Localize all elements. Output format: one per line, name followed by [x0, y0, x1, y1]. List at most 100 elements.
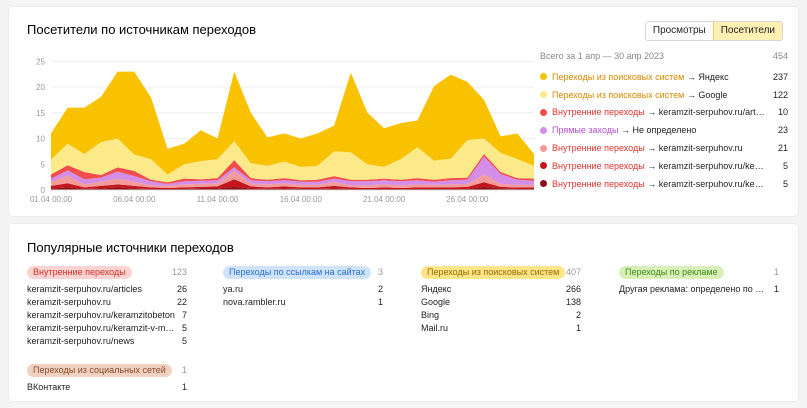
legend-color-dot-icon — [540, 73, 547, 81]
source-name: Bing — [421, 309, 440, 320]
source-count: 1 — [575, 322, 581, 333]
source-row[interactable]: ВКонтакте 1 — [27, 381, 187, 394]
source-group-label[interactable]: Переходы из поисковых систем — [421, 265, 566, 279]
legend-item-label: Внутренние переходы → keramzit-serpuhov.… — [552, 143, 766, 153]
source-name: Яндекс — [421, 284, 452, 294]
legend-item[interactable]: Внутренние переходы → keramzit-serpuhov.… — [540, 175, 788, 193]
legend-item[interactable]: Прямые заходы → Не определено 23 — [540, 121, 788, 139]
legend-item[interactable]: Внутренние переходы → keramzit-serpuhov.… — [540, 104, 788, 122]
popular-sources-card: Популярные источники переходов Внутренни… — [9, 224, 798, 401]
source-group: Переходы из поисковых систем 407 Яндекс 266… — [421, 265, 581, 335]
source-row[interactable]: ya.ru 2 — [223, 283, 383, 296]
area-series-3[interactable] — [51, 156, 534, 186]
source-group-total: 123 — [171, 267, 187, 277]
legend-item[interactable]: Внутренние переходы → keramzit-serpuhov.… — [540, 157, 788, 175]
source-row[interactable]: keramzit-serpuhov.ru/keramzit-v-meshkah 5 — [27, 322, 187, 335]
area-series-5[interactable] — [51, 138, 534, 183]
area-series-6[interactable] — [51, 71, 534, 175]
legend-item-label: Переходы из поисковых систем → Google — [552, 90, 766, 100]
source-row[interactable]: Другая реклама: определено по меткам 1 — [619, 283, 779, 296]
source-count: 5 — [181, 335, 187, 346]
source-group-label[interactable]: Переходы из социальных сетей — [27, 363, 172, 377]
source-name: ya.ru — [223, 284, 244, 294]
x-tick-label: 16.04 00:00 — [280, 195, 323, 204]
visitors-toggle-button[interactable]: Посетители — [712, 22, 782, 40]
legend-color-dot-icon — [540, 180, 547, 188]
source-row[interactable]: Яндекс 266 — [421, 283, 581, 296]
legend-item-value: 23 — [777, 125, 788, 136]
legend-color-dot-icon — [540, 108, 547, 116]
source-row[interactable]: Google 138 — [421, 296, 581, 309]
legend-source-target: Яндекс — [698, 71, 729, 82]
source-row[interactable]: keramzit-serpuhov.ru/news 5 — [27, 335, 187, 348]
legend-color-dot-icon — [540, 91, 547, 99]
legend-item[interactable]: Переходы из поисковых систем → Яндекс 237 — [540, 68, 788, 86]
legend-item-value: 237 — [772, 71, 788, 82]
arrow-right-icon: → — [618, 125, 633, 136]
legend-item[interactable]: Переходы из поисковых систем → Google 122 — [540, 86, 788, 104]
arrow-right-icon: → — [644, 178, 659, 189]
arrow-right-icon: → — [684, 89, 699, 100]
source-name: keramzit-serpuhov.ru/keramzit-v-meshkah — [27, 322, 177, 333]
source-row[interactable]: keramzit-serpuhov.ru/articles 26 — [27, 283, 187, 296]
source-group-total: 1 — [181, 365, 187, 375]
legend-item-label: Внутренние переходы → keramzit-serpuhov.… — [552, 161, 766, 171]
source-count: 2 — [575, 309, 581, 320]
source-count: 1 — [181, 382, 187, 392]
legend-item[interactable]: Внутренние переходы → keramzit-serpuhov.… — [540, 139, 788, 157]
legend-source-type: Внутренние переходы — [552, 160, 645, 171]
x-tick-label: 06.04 00:00 — [113, 195, 156, 204]
source-count: 1 — [377, 296, 383, 307]
legend-period: Всего за 1 апр — 30 апр 2023 — [540, 51, 665, 61]
legend-source-type: Внутренние переходы — [552, 107, 645, 118]
legend-source-target: keramzit-serpuhov.ru/keramzit-v-meshkah — [658, 178, 766, 189]
y-tick-label: 20 — [36, 83, 45, 92]
source-name: keramzit-serpuhov.ru/articles — [27, 284, 142, 294]
source-row[interactable]: Mail.ru 1 — [421, 322, 581, 335]
arrow-right-icon: → — [644, 160, 659, 171]
source-count: 7 — [181, 309, 187, 320]
legend-item-value: 10 — [777, 107, 788, 118]
source-name: ВКонтакте — [27, 382, 71, 392]
x-tick-label: 21.04 00:00 — [363, 195, 406, 204]
source-group-label[interactable]: Внутренние переходы — [27, 265, 132, 279]
area-series-1[interactable] — [51, 179, 534, 189]
card-title: Популярные источники переходов — [27, 240, 234, 255]
legend-source-type: Внутренние переходы — [552, 178, 645, 189]
source-row[interactable]: keramzit-serpuhov.ru 22 — [27, 296, 187, 309]
source-group-label[interactable]: Переходы по рекламе — [619, 265, 724, 279]
legend-color-dot-icon — [540, 162, 547, 170]
source-row[interactable]: Bing 2 — [421, 309, 581, 322]
x-tick-label: 11.04 00:00 — [197, 195, 239, 204]
y-tick-label: 25 — [36, 57, 45, 66]
source-group: Переходы по рекламе 1 Другая реклама: опре… — [619, 265, 779, 296]
arrow-right-icon: → — [684, 71, 699, 82]
area-series-0[interactable] — [51, 186, 534, 190]
y-tick-label: 0 — [41, 186, 46, 195]
source-count: 266 — [565, 284, 581, 294]
legend-item-label: Переходы из поисковых систем → Яндекс — [552, 72, 766, 82]
source-count: 26 — [176, 284, 187, 294]
chart-legend: Всего за 1 апр — 30 апр 2023 454 Переход… — [540, 51, 788, 193]
area-series-4[interactable] — [51, 153, 534, 184]
source-count: 1 — [773, 284, 779, 294]
source-name: keramzit-serpuhov.ru — [27, 296, 111, 307]
legend-item-label: Внутренние переходы → keramzit-serpuhov.… — [552, 179, 766, 189]
source-group-label[interactable]: Переходы по ссылкам на сайтах — [223, 265, 372, 279]
legend-source-type: Прямые заходы — [552, 125, 619, 136]
source-name: Другая реклама: определено по меткам — [619, 284, 769, 294]
area-series-2[interactable] — [51, 170, 534, 188]
legend-item-value: 122 — [772, 89, 788, 100]
source-name: Google — [421, 296, 451, 307]
card-title: Посетители по источникам переходов — [27, 22, 256, 37]
legend-item-label: Прямые заходы → Не определено — [552, 125, 766, 135]
legend-item-value: 5 — [782, 160, 788, 171]
arrow-right-icon: → — [644, 143, 659, 154]
source-row[interactable]: keramzit-serpuhov.ru/keramzitobeton 7 — [27, 309, 187, 322]
views-toggle-button[interactable]: Просмотры — [652, 25, 706, 36]
legend-source-target: keramzit-serpuhov.ru/keramzitobeton — [658, 160, 766, 171]
source-count: 5 — [181, 322, 187, 333]
legend-total: 454 — [772, 51, 788, 61]
sources-area-chart[interactable]: 0 5 10 15 20 25 01.04 00:00 06.04 00:00 11.04 00… — [24, 45, 544, 207]
source-row[interactable]: nova.rambler.ru 1 — [223, 296, 383, 309]
